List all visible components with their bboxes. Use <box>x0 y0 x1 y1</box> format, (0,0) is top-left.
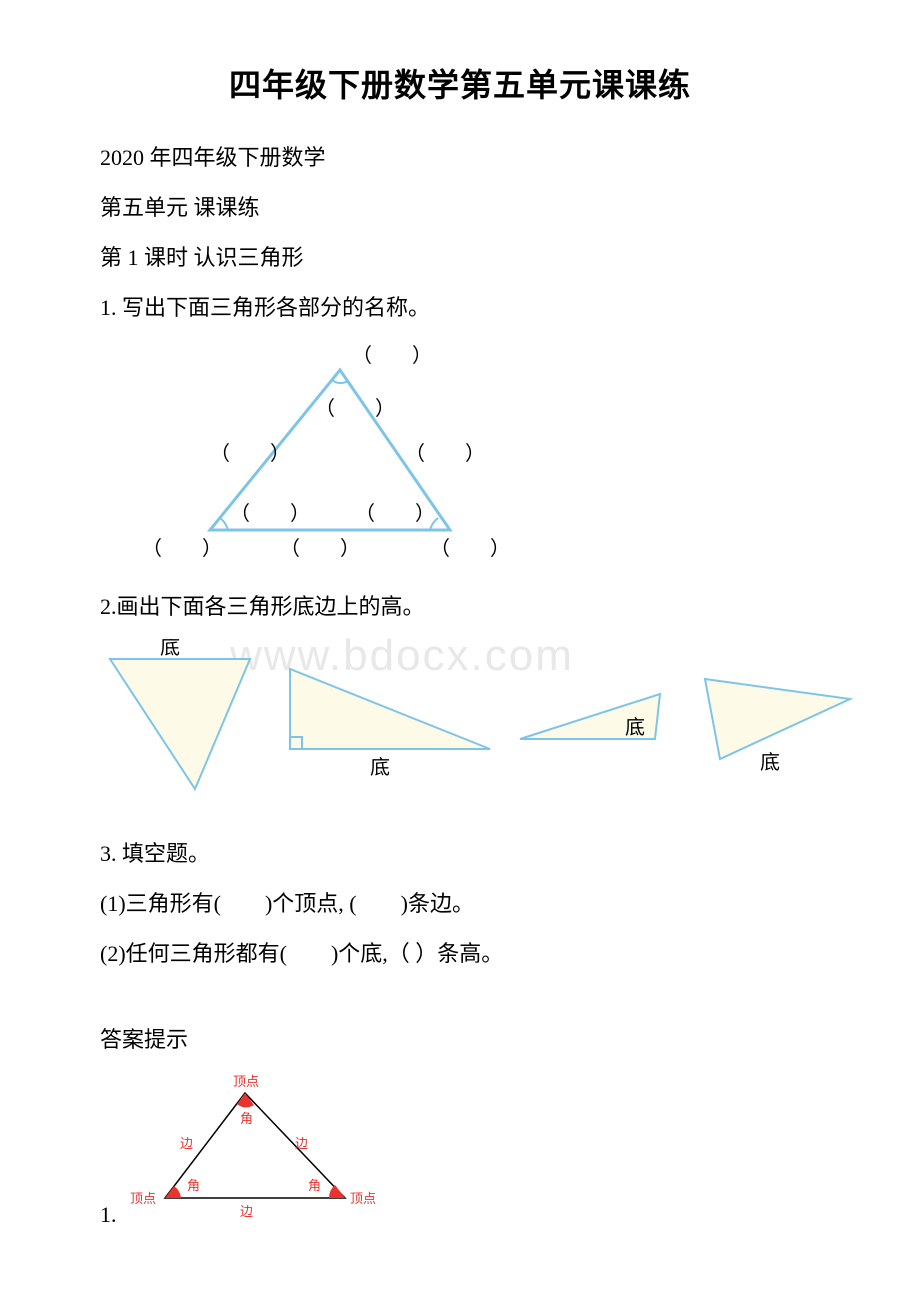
svg-text:（ ）: （ ） <box>210 442 290 465</box>
svg-text:边: 边 <box>240 1204 253 1219</box>
svg-text:顶点: 顶点 <box>130 1191 156 1206</box>
q1-text: 1. 写出下面三角形各部分的名称。 <box>100 286 820 330</box>
svg-text:顶点: 顶点 <box>350 1191 376 1206</box>
q2-text: 2.画出下面各三角形底边上的高。 <box>100 585 820 629</box>
q3-sub2: (2)任何三角形都有( )个底,（ ）条高。 <box>100 932 820 976</box>
svg-text:底: 底 <box>625 716 645 739</box>
q3-sub1: (1)三角形有( )个顶点, ( )条边。 <box>100 882 820 926</box>
svg-text:角: 角 <box>187 1178 200 1193</box>
answer-1-svg: 顶点 边 边 顶点 顶点 边 角 角 角 <box>125 1068 385 1228</box>
header-line-3: 第 1 课时 认识三角形 <box>100 236 820 280</box>
svg-text:边: 边 <box>180 1136 193 1151</box>
svg-text:边: 边 <box>295 1136 308 1151</box>
svg-text:角: 角 <box>308 1178 321 1193</box>
svg-text:底: 底 <box>160 639 180 659</box>
q2-svg: 底 底 底 底 <box>100 639 860 799</box>
header-line-2: 第五单元 课课练 <box>100 186 820 230</box>
answers-heading: 答案提示 <box>100 1018 820 1062</box>
svg-text:角: 角 <box>240 1111 253 1126</box>
page-title: 四年级下册数学第五单元课课练 <box>100 60 820 106</box>
svg-text:（ ）: （ ） <box>230 502 310 525</box>
q1-svg: （ ） （ ） （ ） （ ） （ ） （ ） （ ） （ ） （ ） <box>100 340 600 570</box>
svg-text:（ ）: （ ） <box>430 537 510 560</box>
q2-figure: www.bdocx.com 底 底 底 底 <box>100 639 820 799</box>
svg-text:（ ）: （ ） <box>405 442 485 465</box>
svg-text:（ ）: （ ） <box>280 537 360 560</box>
svg-text:（ ）: （ ） <box>315 397 395 420</box>
svg-text:（ ）: （ ） <box>355 502 435 525</box>
answer-1-number: 1. <box>100 1202 117 1228</box>
svg-text:底: 底 <box>760 751 780 774</box>
svg-text:底: 底 <box>370 756 390 779</box>
header-line-1: 2020 年四年级下册数学 <box>100 136 820 180</box>
q3-text: 3. 填空题。 <box>100 832 820 876</box>
answer-1-row: 1. 顶点 边 边 顶点 顶点 边 角 角 角 <box>100 1068 820 1228</box>
svg-text:（ ）: （ ） <box>142 537 222 560</box>
q1-figure: （ ） （ ） （ ） （ ） （ ） （ ） （ ） （ ） （ ） <box>100 340 820 570</box>
svg-text:（ ）: （ ） <box>352 344 432 367</box>
svg-text:顶点: 顶点 <box>233 1074 259 1089</box>
